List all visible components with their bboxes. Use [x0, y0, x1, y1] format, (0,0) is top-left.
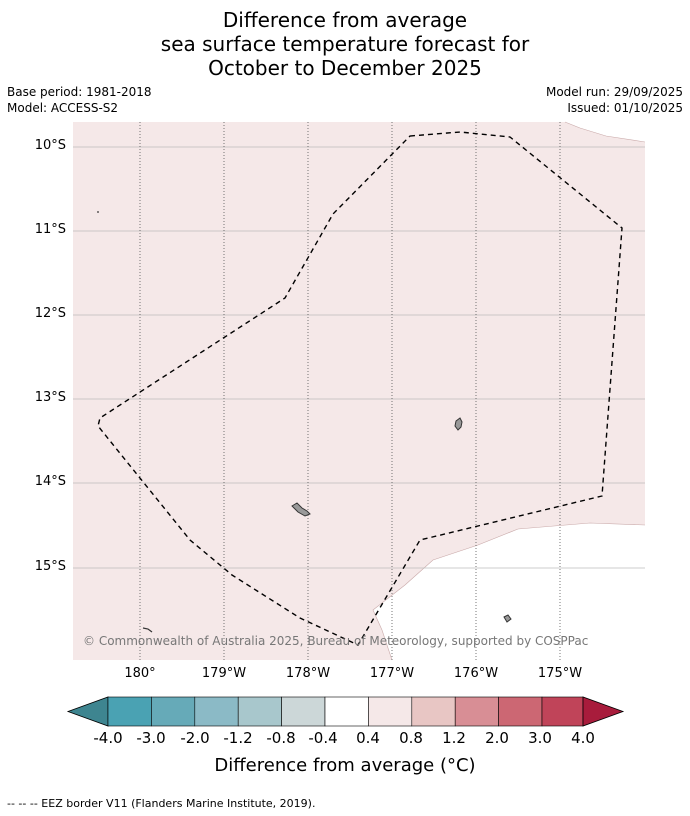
island-southeast	[503, 614, 512, 623]
colorbar-tick: 2.0	[485, 729, 509, 747]
meta-left: Base period: 1981-2018 Model: ACCESS-S2	[7, 84, 152, 116]
lat-label-12s: 12°S	[34, 306, 66, 321]
islet-northwest	[97, 211, 99, 213]
colorbar-bin	[454, 696, 499, 727]
colorbar-tick: -0.4	[308, 729, 338, 747]
copyright-text: © Commonwealth of Australia 2025, Bureau…	[83, 634, 588, 648]
latitude-gridlines	[73, 146, 645, 569]
island-rotuma	[454, 417, 463, 431]
map-title: Difference from average sea surface temp…	[0, 8, 690, 80]
colorbar-bin	[411, 696, 456, 727]
colorbar-tick: -0.8	[266, 729, 296, 747]
base-period: Base period: 1981-2018	[7, 85, 152, 99]
colorbar-tick: 0.8	[399, 729, 423, 747]
island-west	[291, 502, 311, 517]
title-line-1: Difference from average	[222, 8, 468, 32]
colorbar-tick: -1.2	[223, 729, 253, 747]
anomaly-fill-region	[73, 122, 645, 660]
anomaly-boundary	[372, 121, 646, 661]
colorbar-tick: -2.0	[180, 729, 210, 747]
colorbar-low-extend	[66, 696, 109, 727]
lon-label-176w: 176°W	[453, 666, 499, 681]
colorbar-bin	[541, 696, 584, 727]
colorbar-bin	[107, 696, 152, 727]
lat-label-14s: 14°S	[34, 474, 66, 489]
lon-label-179w: 179°W	[201, 666, 247, 681]
title-line-2: sea surface temperature forecast for	[160, 32, 530, 56]
colorbar-bin	[237, 696, 282, 727]
island-southwest	[142, 627, 153, 633]
eez-legend-footer: -- -- -- EEZ border V11 (Flanders Marine…	[7, 797, 316, 810]
model-name: Model: ACCESS-S2	[7, 101, 119, 115]
colorbar-label: Difference from average (°C)	[214, 755, 476, 776]
colorbar-high-extend	[582, 696, 625, 727]
lat-label-13s: 13°S	[34, 390, 66, 405]
colorbar-tick: 3.0	[528, 729, 552, 747]
colorbar-bin	[194, 696, 239, 727]
lat-label-15s: 15°S	[34, 559, 66, 574]
issued-date: Issued: 01/10/2025	[567, 101, 683, 115]
model-run: Model run: 29/09/2025	[545, 85, 683, 99]
lat-label-10s: 10°S	[34, 138, 66, 153]
colorbar-bin	[368, 696, 413, 727]
title-line-3: October to December 2025	[208, 56, 482, 80]
eez-border	[97, 131, 623, 646]
colorbar-bin	[281, 696, 326, 727]
lon-label-180: 180°	[124, 666, 156, 681]
colorbar-tick: 0.4	[356, 729, 380, 747]
meta-right: Model run: 29/09/2025 Issued: 01/10/2025	[546, 84, 683, 116]
colorbar-tick: 1.2	[442, 729, 466, 747]
colorbar-bin	[498, 696, 543, 727]
lon-label-178w: 178°W	[285, 666, 331, 681]
colorbar-bin	[151, 696, 196, 727]
lon-label-175w: 175°W	[537, 666, 583, 681]
colorbar-tick: -4.0	[93, 729, 123, 747]
colorbar-tick: -3.0	[136, 729, 166, 747]
colorbar-tick: 4.0	[571, 729, 595, 747]
lon-label-177w: 177°W	[369, 666, 415, 681]
colorbar	[66, 696, 625, 727]
colorbar-bin	[324, 696, 369, 727]
lat-label-11s: 11°S	[34, 222, 66, 237]
